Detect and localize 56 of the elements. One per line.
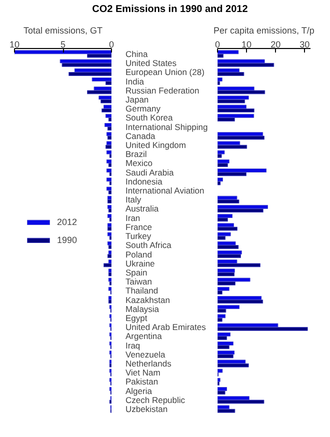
x-tick-label: 0 (214, 40, 220, 50)
y-tick-label: Japan (126, 94, 149, 104)
y-tick-label: South Africa (126, 240, 172, 250)
x-tick-label: 10 (242, 40, 252, 50)
y-tick-label: Turkey (126, 231, 152, 242)
y-tick-label: Indonesia (126, 176, 163, 186)
y-tick-label: Poland (126, 249, 152, 260)
y-tick-label: Pakistan (126, 376, 158, 387)
y-tick-label: Egypt (126, 312, 148, 323)
y-tick-label: Argentina (126, 331, 162, 342)
y-tick-label: Iraq (126, 340, 140, 350)
y-tick-label: Uzbekistan (126, 404, 168, 414)
y-tick-label: China (126, 48, 148, 59)
y-tick-label: Canada (126, 130, 156, 141)
y-tick-label: International Aviation (126, 186, 205, 196)
y-tick-label: Brazil (126, 149, 147, 160)
legend-label: 1990 (57, 235, 78, 245)
y-tick-label: Russian Federation (126, 85, 200, 96)
y-tick-label: Kazakhstan (126, 294, 170, 305)
y-tick-label: Thailand (126, 286, 158, 296)
y-tick-label: Iran (126, 212, 140, 223)
y-tick-label: Venezuela (126, 349, 166, 360)
y-tick-label: International Shipping (126, 122, 208, 132)
y-tick-label: Taiwan (126, 276, 152, 287)
bar (218, 408, 236, 413)
x-axis-title: Total emissions, GT (23, 26, 104, 36)
y-tick-label: Italy (126, 194, 142, 205)
bar (218, 50, 239, 54)
y-tick-label: Viet Nam (126, 368, 160, 378)
x-tick-label: 30 (300, 40, 310, 50)
y-tick-label: Ukraine (126, 258, 156, 268)
y-tick-label: Algeria (126, 386, 152, 396)
y-tick-label: Spain (126, 267, 148, 278)
y-tick-label: Czech Republic (126, 394, 186, 405)
x-tick-label: 20 (270, 40, 281, 50)
y-tick-label: Netherlands (126, 358, 172, 369)
y-tick-label: India (126, 76, 144, 86)
y-tick-label: Saudi Arabia (126, 167, 174, 178)
x-tick-label: 10 (9, 40, 20, 50)
x-tick-label: 5 (60, 40, 66, 50)
y-tick-label: Australia (126, 204, 159, 214)
y-tick-label: France (126, 222, 152, 232)
y-tick-label: Mexico (126, 158, 153, 168)
y-tick-label: Germany (126, 104, 162, 114)
y-tick-label: United States (126, 58, 177, 68)
y-tick-label: European Union (28) (126, 67, 205, 78)
bar (218, 196, 238, 200)
x-axis-title: Per capita emissions, T/p (213, 26, 314, 36)
legend-label: 2012 (57, 217, 78, 227)
y-tick-label: Malaysia (126, 304, 160, 314)
y-tick-label: United Arab Emirates (126, 322, 206, 332)
text: CO2 Emissions in 1990 and 2012 (92, 3, 248, 17)
x-tick-label: 0 (108, 40, 114, 50)
y-tick-label: South Korea (126, 112, 174, 123)
bar (218, 181, 221, 186)
y-tick-label: United Kingdom (126, 140, 186, 150)
